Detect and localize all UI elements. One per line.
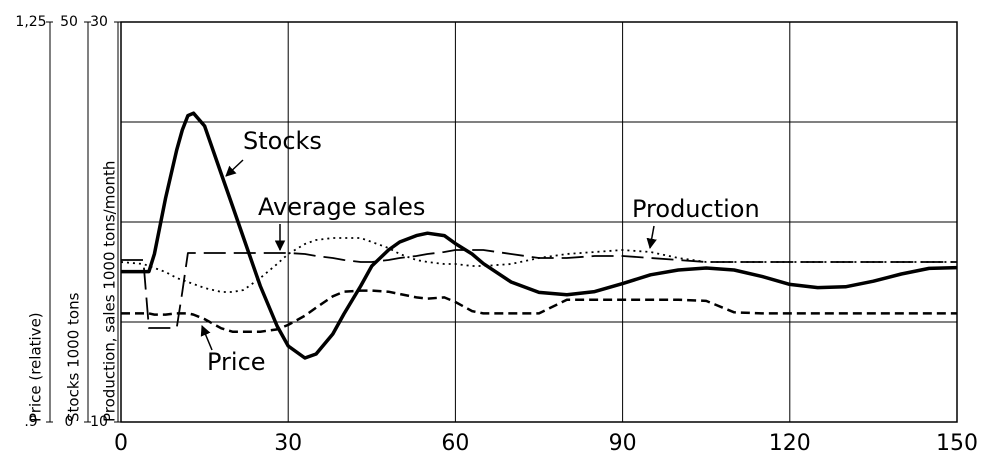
annotation: Production (632, 195, 760, 223)
series-line (121, 111, 958, 360)
series-line (121, 289, 957, 333)
plot-frame (120, 21, 958, 423)
arrow (225, 159, 244, 177)
y-tick-label: 0 (65, 414, 74, 430)
y-tick-label: 30 (90, 14, 108, 30)
x-tick-label: 120 (769, 431, 811, 456)
y3-axis-label: Price (relative) (27, 312, 45, 422)
x-tick-label: 150 (936, 431, 978, 456)
annotation: Average sales (258, 193, 425, 221)
y-tick-label: 50 (60, 14, 78, 30)
y2-axis-label: Stocks 1000 tons (65, 292, 83, 422)
x-tick-label: 30 (274, 431, 302, 456)
x-tick-label: 90 (609, 431, 637, 456)
y-tick-label: 1,25 (15, 14, 46, 30)
y-axis-label: Production, sales 1000 tons/month (101, 161, 119, 422)
y-tick-label: .9 (24, 414, 37, 430)
arrow (200, 325, 213, 351)
x-tick-label: 0 (114, 431, 128, 456)
annotation: Stocks (243, 127, 322, 155)
annotation: Price (207, 348, 266, 376)
x-tick-label: 60 (441, 431, 469, 456)
series-line (121, 249, 957, 329)
arrow (646, 225, 657, 250)
y-tick-label: 10 (90, 414, 108, 430)
